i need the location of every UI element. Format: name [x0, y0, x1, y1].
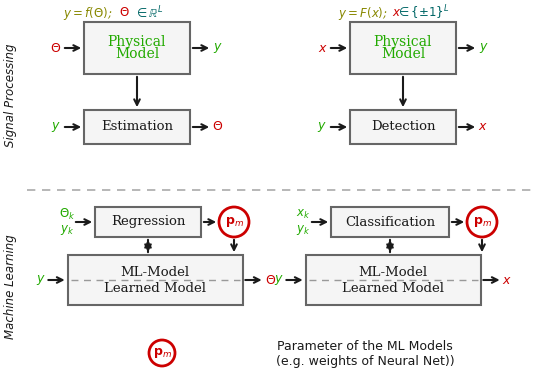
Bar [331, 207, 449, 237]
Text: $\Theta$: $\Theta$ [265, 274, 276, 287]
Text: (e.g. weights of Neural Net)): (e.g. weights of Neural Net)) [276, 355, 454, 368]
Bar [84, 110, 190, 144]
Text: Learned Model: Learned Model [104, 282, 206, 295]
Text: $y$: $y$ [274, 273, 283, 287]
Text: $y$: $y$ [36, 273, 45, 287]
Bar [95, 207, 201, 237]
Text: $x$: $x$ [502, 274, 511, 287]
Text: $y_k$: $y_k$ [296, 223, 310, 237]
Text: $x$: $x$ [318, 42, 328, 54]
Text: Machine Learning: Machine Learning [4, 235, 17, 339]
Text: $\in \{\pm1\}^{L}$: $\in \{\pm1\}^{L}$ [397, 4, 450, 22]
Text: Detection: Detection [371, 120, 436, 133]
Text: $y$: $y$ [317, 120, 327, 134]
Text: $\Theta$: $\Theta$ [50, 42, 62, 54]
Text: $\mathbf{p}_{m}$: $\mathbf{p}_{m}$ [153, 346, 171, 360]
Text: $\Theta$: $\Theta$ [118, 6, 129, 19]
Bar [350, 22, 456, 74]
Text: Model: Model [381, 47, 425, 61]
Text: Physical: Physical [108, 35, 166, 49]
Text: $y_k$: $y_k$ [60, 223, 74, 237]
Bar [350, 110, 456, 144]
Text: $y = f(\Theta)$;: $y = f(\Theta)$; [63, 5, 113, 21]
Text: $x$: $x$ [478, 120, 488, 133]
Text: Signal Processing: Signal Processing [4, 43, 17, 147]
Text: Estimation: Estimation [101, 120, 173, 133]
Bar [84, 22, 190, 74]
Text: $\Theta$: $\Theta$ [213, 120, 223, 133]
Text: Physical: Physical [374, 35, 432, 49]
Text: ML-Model: ML-Model [359, 266, 427, 279]
Text: $\Theta_k$: $\Theta_k$ [59, 207, 75, 221]
Text: $y$: $y$ [213, 41, 223, 55]
Text: $\mathbf{p}_{m}$: $\mathbf{p}_{m}$ [472, 215, 491, 229]
Text: Learned Model: Learned Model [342, 282, 444, 295]
Bar [68, 255, 242, 305]
Text: ML-Model: ML-Model [121, 266, 189, 279]
Text: $y$: $y$ [479, 41, 489, 55]
Text: Parameter of the ML Models: Parameter of the ML Models [277, 341, 453, 354]
Text: Regression: Regression [111, 216, 185, 229]
Text: $y = F(x)$;: $y = F(x)$; [338, 5, 388, 21]
Text: $\mathbf{p}_{m}$: $\mathbf{p}_{m}$ [225, 215, 243, 229]
Text: $y$: $y$ [51, 120, 61, 134]
Text: $x$: $x$ [392, 6, 401, 19]
Bar [306, 255, 480, 305]
Text: $\in \mathbb{R}^{L}$: $\in \mathbb{R}^{L}$ [134, 5, 164, 21]
Text: Classification: Classification [345, 216, 435, 229]
Text: Model: Model [115, 47, 159, 61]
Text: $x_k$: $x_k$ [296, 207, 310, 221]
